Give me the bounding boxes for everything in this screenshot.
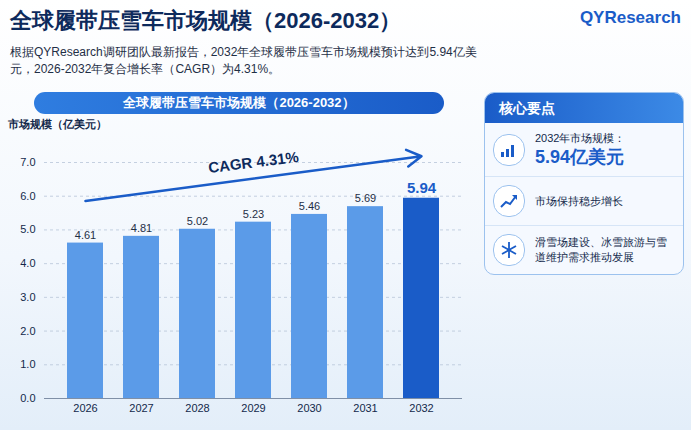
svg-text:2.0: 2.0 [20,325,35,337]
svg-text:CAGR 4.31%: CAGR 4.31% [207,148,299,176]
html-text:核心要点: 核心要点 [499,100,555,116]
svg-text:2032: 2032 [409,402,433,414]
svg-text:4.81: 4.81 [131,222,152,234]
html-text:2032年市场规模：: 2032年市场规模： [535,132,626,144]
svg-text:2029: 2029 [241,402,265,414]
svg-text:1.0: 1.0 [20,358,35,370]
html-text:全球履带压雪车市场规模（2026-2032）: 全球履带压雪车市场规模（2026-2032） [10,8,402,33]
svg-text:7.0: 7.0 [20,156,35,168]
svg-text:4.0: 4.0 [20,257,35,269]
svg-text:5.23: 5.23 [243,208,264,220]
html-text:根据QYResearch调研团队最新报告，2032年全球履带: 根据QYResearch调研团队最新报告，2032年全球履带压雪车市场规模预计达… [10,45,477,76]
html-text:QYResearch: QYResearch [579,8,681,27]
svg-text:5.94: 5.94 [407,179,437,196]
svg-text:2027: 2027 [129,402,153,414]
html-text:市场规模（亿美元）: 市场规模（亿美元） [8,118,107,130]
html-text:滑雪场建设、冰雪旅游与雪道维护需求推动发展: 滑雪场建设、冰雪旅游与雪道维护需求推动发展 [535,236,667,263]
svg-text:3.0: 3.0 [20,291,35,303]
html-text:全球履带压雪车市场规模（2026-2032）: 全球履带压雪车市场规模（2026-2032） [123,95,355,110]
svg-text:4.61: 4.61 [75,229,96,241]
svg-text:5.02: 5.02 [187,215,208,227]
html-text:市场保持稳步增长: 市场保持稳步增长 [535,194,623,207]
html-text:5.94亿美元: 5.94亿美元 [535,147,624,167]
svg-text:0.0: 0.0 [20,392,35,404]
svg-text:5.69: 5.69 [355,192,376,204]
svg-text:2028: 2028 [185,402,209,414]
svg-text:2031: 2031 [353,402,377,414]
svg-text:2030: 2030 [297,402,321,414]
svg-text:6.0: 6.0 [20,190,35,202]
svg-text:2026: 2026 [73,402,97,414]
svg-text:5.46: 5.46 [299,200,320,212]
svg-text:5.0: 5.0 [20,223,35,235]
